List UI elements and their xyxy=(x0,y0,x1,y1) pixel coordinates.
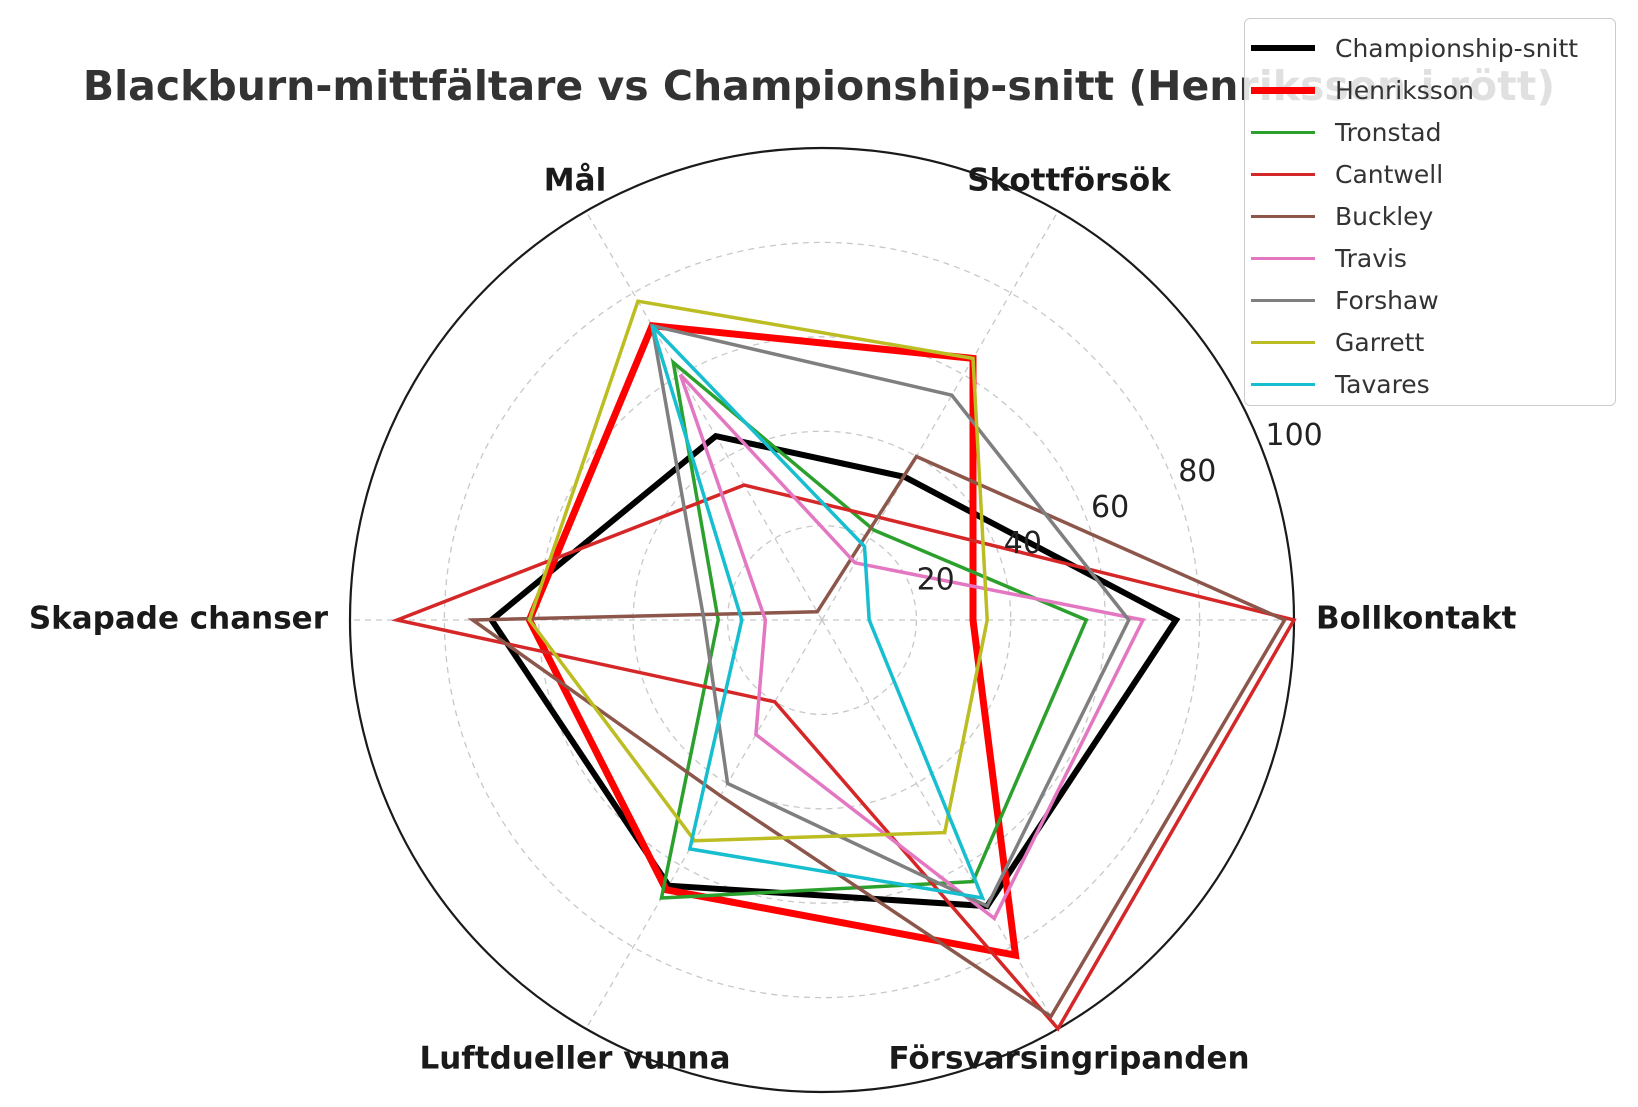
legend-swatch xyxy=(1251,214,1315,218)
axis-label: Försvarsingripanden xyxy=(888,1040,1249,1076)
spoke-line xyxy=(585,210,823,621)
legend-label: Tronstad xyxy=(1335,117,1442,147)
grid-circle xyxy=(538,336,1106,904)
legend: Championship-snitt Henriksson Tronstad Cant… xyxy=(1244,18,1616,406)
legend-label: Henriksson xyxy=(1335,75,1474,105)
series-line xyxy=(649,323,1131,909)
legend-label: Cantwell xyxy=(1335,159,1444,189)
legend-label: Tavares xyxy=(1335,369,1430,399)
series-line xyxy=(650,324,986,901)
legend-swatch xyxy=(1251,340,1315,344)
legend-label: Championship-snitt xyxy=(1335,33,1579,63)
axis-label: Skapade chanser xyxy=(29,601,329,637)
series-line xyxy=(467,454,1288,1019)
series-line xyxy=(659,358,1089,900)
spoke-line xyxy=(821,619,1059,1030)
legend-swatch xyxy=(1251,130,1315,134)
axis-label: Skottförsök xyxy=(967,163,1172,199)
series-line xyxy=(525,321,1020,960)
r-tick-label: 60 xyxy=(1091,490,1129,525)
axis-label: Bollkontakt xyxy=(1316,601,1517,637)
legend-item: Travis xyxy=(1245,237,1615,279)
legend-item: Buckley xyxy=(1245,195,1615,237)
series-line xyxy=(527,299,989,843)
legend-label: Buckley xyxy=(1335,201,1434,231)
legend-item: Forshaw xyxy=(1245,279,1615,321)
r-tick-label: 40 xyxy=(1004,526,1042,561)
legend-label: Garrett xyxy=(1335,327,1425,357)
legend-item: Tronstad xyxy=(1245,111,1615,153)
r-tick-label: 80 xyxy=(1178,454,1216,489)
legend-item: Championship-snitt xyxy=(1245,27,1615,69)
series-line xyxy=(678,373,1146,922)
legend-swatch xyxy=(1251,45,1315,51)
spoke-line xyxy=(585,619,823,1030)
legend-item: Garrett xyxy=(1245,321,1615,363)
r-tick-label: 100 xyxy=(1266,418,1323,453)
legend-item: Tavares xyxy=(1245,363,1615,405)
axis-label: Luftdueller vunna xyxy=(419,1040,730,1076)
legend-label: Travis xyxy=(1335,243,1407,273)
legend-swatch xyxy=(1251,382,1315,386)
legend-label: Forshaw xyxy=(1335,285,1439,315)
r-tick-label: 20 xyxy=(917,562,955,597)
legend-swatch xyxy=(1251,298,1315,302)
legend-swatch xyxy=(1251,256,1315,260)
legend-item: Cantwell xyxy=(1245,153,1615,195)
axis-label: Mål xyxy=(544,163,606,199)
legend-swatch xyxy=(1251,86,1315,94)
series-line xyxy=(391,483,1297,1032)
spoke-line xyxy=(821,210,1059,621)
legend-item: Henriksson xyxy=(1245,69,1615,111)
legend-swatch xyxy=(1251,172,1315,176)
